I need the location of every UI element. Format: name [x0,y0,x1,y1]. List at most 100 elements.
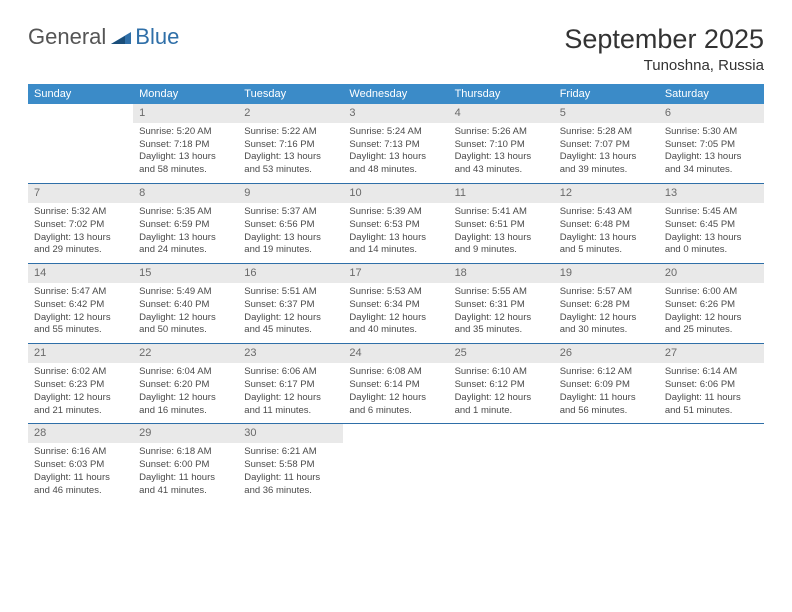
day-number: 15 [133,264,238,283]
sunset-line: Sunset: 6:28 PM [560,299,653,312]
sunrise-line: Sunrise: 6:04 AM [139,366,232,379]
day-number: 9 [238,184,343,203]
daylight-line: and 40 minutes. [349,324,442,337]
day-cell: Sunrise: 5:45 AMSunset: 6:45 PMDaylight:… [659,203,764,264]
day-cell: Sunrise: 5:28 AMSunset: 7:07 PMDaylight:… [554,123,659,184]
daylight-line: Daylight: 13 hours [34,232,127,245]
day-cell: Sunrise: 6:00 AMSunset: 6:26 PMDaylight:… [659,283,764,344]
sunrise-line: Sunrise: 5:28 AM [560,126,653,139]
brand-logo: General Blue [28,24,179,50]
daylight-line: Daylight: 12 hours [349,392,442,405]
daylight-line: Daylight: 11 hours [244,472,337,485]
sunrise-line: Sunrise: 6:08 AM [349,366,442,379]
sunset-line: Sunset: 6:12 PM [455,379,548,392]
day-number: 1 [133,104,238,123]
calendar-page: General Blue September 2025 Tunoshna, Rus… [0,0,792,527]
daylight-line: Daylight: 13 hours [139,232,232,245]
sunset-line: Sunset: 6:34 PM [349,299,442,312]
daylight-line: Daylight: 12 hours [139,312,232,325]
daylight-line: Daylight: 13 hours [349,151,442,164]
daylight-line: Daylight: 13 hours [560,232,653,245]
day-number: 26 [554,344,659,363]
day-number: 11 [449,184,554,203]
day-number: 25 [449,344,554,363]
daylight-line: and 1 minute. [455,405,548,418]
calendar-table: Sunday Monday Tuesday Wednesday Thursday… [28,84,764,503]
day-cell: Sunrise: 6:08 AMSunset: 6:14 PMDaylight:… [343,363,448,424]
day-cell: Sunrise: 6:16 AMSunset: 6:03 PMDaylight:… [28,443,133,503]
day-number: 2 [238,104,343,123]
day-number [28,104,133,123]
sunrise-line: Sunrise: 6:02 AM [34,366,127,379]
sunrise-line: Sunrise: 5:49 AM [139,286,232,299]
daylight-line: and 0 minutes. [665,244,758,257]
sunset-line: Sunset: 6:59 PM [139,219,232,232]
sunset-line: Sunset: 6:51 PM [455,219,548,232]
day-number: 21 [28,344,133,363]
day-cell: Sunrise: 5:20 AMSunset: 7:18 PMDaylight:… [133,123,238,184]
day-number [659,424,764,443]
daylight-line: Daylight: 11 hours [560,392,653,405]
daylight-line: and 36 minutes. [244,485,337,498]
daylight-line: Daylight: 13 hours [244,232,337,245]
day-cell: Sunrise: 6:21 AMSunset: 5:58 PMDaylight:… [238,443,343,503]
day-number: 13 [659,184,764,203]
day-cell: Sunrise: 5:57 AMSunset: 6:28 PMDaylight:… [554,283,659,344]
sunrise-line: Sunrise: 5:57 AM [560,286,653,299]
daylight-line: Daylight: 13 hours [244,151,337,164]
daylight-line: Daylight: 13 hours [139,151,232,164]
daylight-line: Daylight: 12 hours [455,392,548,405]
dow-sat: Saturday [659,84,764,104]
daylight-line: and 35 minutes. [455,324,548,337]
daylight-line: and 11 minutes. [244,405,337,418]
daylight-line: Daylight: 11 hours [34,472,127,485]
sunrise-line: Sunrise: 5:51 AM [244,286,337,299]
sunset-line: Sunset: 7:05 PM [665,139,758,152]
daylight-line: Daylight: 13 hours [455,232,548,245]
day-number: 14 [28,264,133,283]
day-number: 22 [133,344,238,363]
day-cell: Sunrise: 5:26 AMSunset: 7:10 PMDaylight:… [449,123,554,184]
daylight-line: Daylight: 13 hours [455,151,548,164]
daylight-line: and 48 minutes. [349,164,442,177]
daylight-line: Daylight: 12 hours [34,312,127,325]
sunset-line: Sunset: 7:13 PM [349,139,442,152]
sunset-line: Sunset: 7:07 PM [560,139,653,152]
day-number: 20 [659,264,764,283]
daylight-line: and 19 minutes. [244,244,337,257]
daylight-line: Daylight: 13 hours [349,232,442,245]
day-number: 5 [554,104,659,123]
day-cell: Sunrise: 5:43 AMSunset: 6:48 PMDaylight:… [554,203,659,264]
daylight-line: and 53 minutes. [244,164,337,177]
day-cell: Sunrise: 5:41 AMSunset: 6:51 PMDaylight:… [449,203,554,264]
sunrise-line: Sunrise: 5:35 AM [139,206,232,219]
month-title: September 2025 [564,24,764,55]
dow-sun: Sunday [28,84,133,104]
daylight-line: Daylight: 12 hours [244,392,337,405]
sunset-line: Sunset: 7:16 PM [244,139,337,152]
sunrise-line: Sunrise: 6:16 AM [34,446,127,459]
dow-wed: Wednesday [343,84,448,104]
day-cell: Sunrise: 6:18 AMSunset: 6:00 PMDaylight:… [133,443,238,503]
week-row: Sunrise: 6:16 AMSunset: 6:03 PMDaylight:… [28,443,764,503]
day-cell [343,443,448,503]
day-cell: Sunrise: 5:35 AMSunset: 6:59 PMDaylight:… [133,203,238,264]
brand-part1: General [28,24,106,50]
sunset-line: Sunset: 6:09 PM [560,379,653,392]
sunset-line: Sunset: 7:10 PM [455,139,548,152]
daylight-line: and 43 minutes. [455,164,548,177]
daylight-line: and 51 minutes. [665,405,758,418]
day-cell: Sunrise: 5:30 AMSunset: 7:05 PMDaylight:… [659,123,764,184]
daylight-line: and 16 minutes. [139,405,232,418]
day-cell: Sunrise: 5:37 AMSunset: 6:56 PMDaylight:… [238,203,343,264]
title-block: September 2025 Tunoshna, Russia [564,24,764,74]
day-number: 7 [28,184,133,203]
daylight-line: Daylight: 11 hours [665,392,758,405]
sunrise-line: Sunrise: 6:06 AM [244,366,337,379]
sunrise-line: Sunrise: 5:26 AM [455,126,548,139]
daylight-line: and 5 minutes. [560,244,653,257]
day-number [449,424,554,443]
brand-part2: Blue [135,24,179,50]
daylight-line: and 46 minutes. [34,485,127,498]
sunrise-line: Sunrise: 6:14 AM [665,366,758,379]
